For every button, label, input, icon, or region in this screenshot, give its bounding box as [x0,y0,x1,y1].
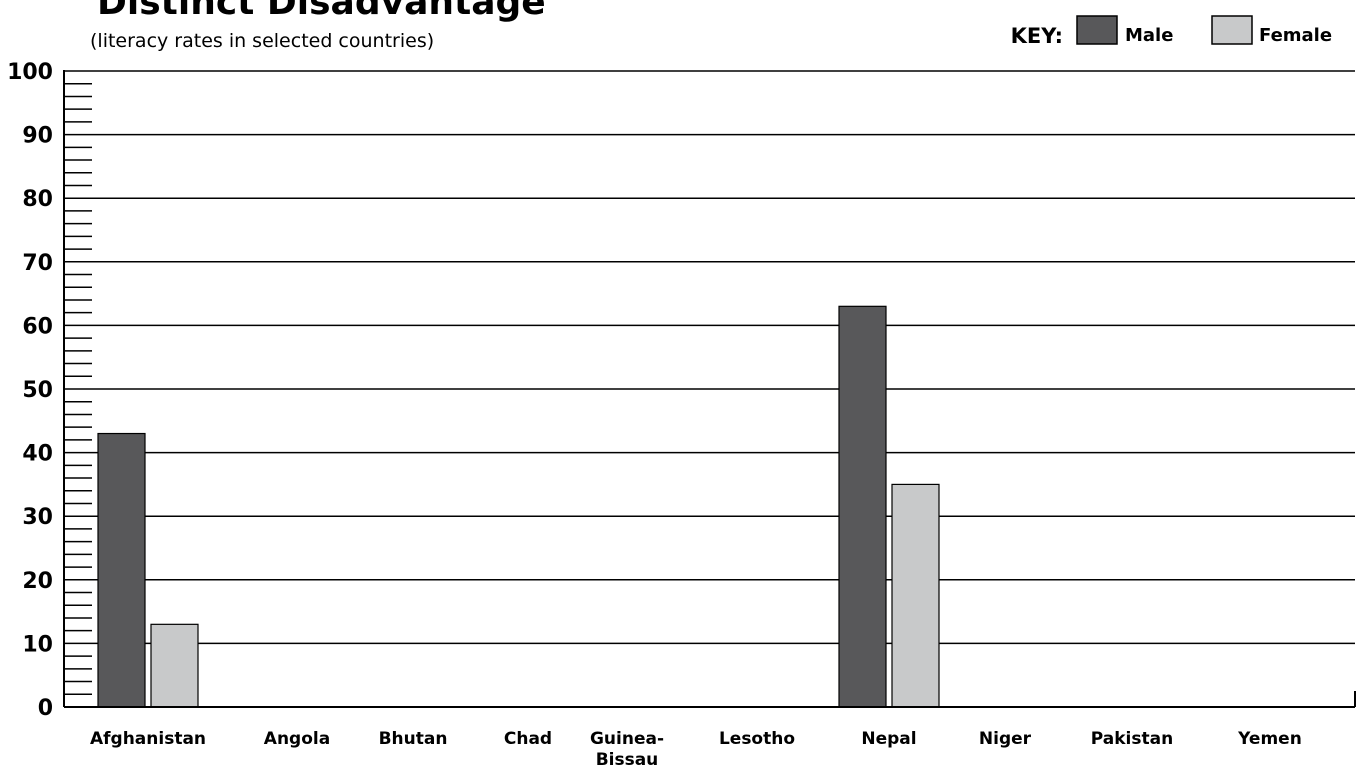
y-tick-label: 50 [22,378,53,403]
chart-title: Distinct Disadvantage [97,0,546,23]
x-tick-label: Bhutan [379,729,448,749]
x-tick-label: Angola [264,729,330,749]
chart-bars [97,305,940,708]
x-tick-label: Lesotho [719,729,795,749]
bar-male-nepal [838,305,887,708]
y-tick-label: 0 [38,696,53,721]
y-tick-label: 60 [22,314,53,339]
y-tick-label: 10 [22,632,53,657]
y-axis-tick-labels: 0 10 20 30 40 50 60 70 80 90 100 [7,60,53,721]
y-axis-minor-ticks [64,82,92,696]
x-tick-label: Yemen [1237,729,1302,749]
y-tick-label: 90 [22,124,53,149]
y-tick-label: 70 [22,251,53,276]
bar-female-nepal [891,483,940,708]
x-tick-label: Afghanistan [90,729,206,749]
y-tick-label: 30 [22,505,53,530]
chart-legend: KEY: Male Female [1011,15,1332,48]
legend-male-label: Male [1125,25,1173,46]
x-tick-label: Pakistan [1091,729,1173,749]
y-tick-label: 100 [7,60,53,85]
y-tick-label: 80 [22,187,53,212]
bar-male-afghanistan [97,432,146,708]
y-tick-label: 20 [22,569,53,594]
legend-female-swatch [1211,15,1253,45]
legend-key-label: KEY: [1011,24,1063,48]
y-tick-label: 40 [22,442,53,467]
legend-male-swatch [1076,15,1118,45]
chart-gridlines [64,70,1355,645]
x-tick-label: Guinea-Bissau [590,729,664,770]
x-tick-label: Nepal [861,729,916,749]
x-tick-label: Niger [979,729,1032,749]
bar-female-afghanistan [150,623,199,708]
x-tick-label: Chad [504,729,552,749]
x-axis-tick-labels: Afghanistan Angola Bhutan Chad Guinea-Bissau… [90,729,1302,770]
legend-female-label: Female [1259,25,1332,46]
chart-subtitle: (literacy rates in selected countries) [90,30,434,52]
chart-axes [63,70,1356,708]
